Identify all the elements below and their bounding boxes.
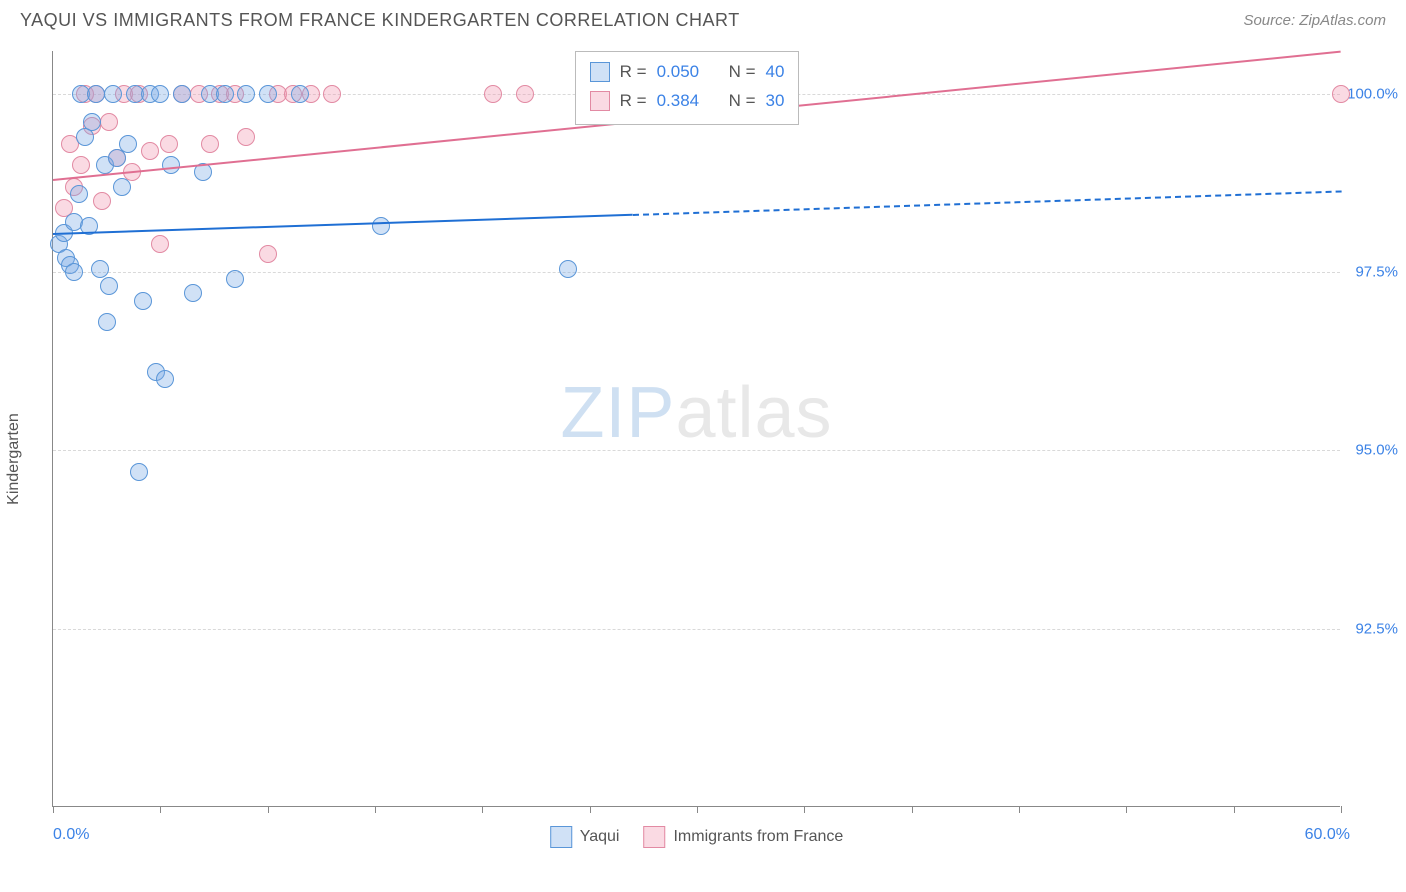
- stat-swatch-france: [590, 91, 610, 111]
- point-france: [1332, 85, 1350, 103]
- point-yaqui: [98, 313, 116, 331]
- xtick: [590, 806, 591, 813]
- xtick: [53, 806, 54, 813]
- point-yaqui: [184, 284, 202, 302]
- point-yaqui: [119, 135, 137, 153]
- header-bar: YAQUI VS IMMIGRANTS FROM FRANCE KINDERGA…: [0, 0, 1406, 39]
- point-yaqui: [100, 277, 118, 295]
- point-yaqui: [237, 85, 255, 103]
- legend-label-france: Immigrants from France: [673, 828, 843, 846]
- watermark-zip: ZIP: [560, 373, 675, 453]
- watermark: ZIPatlas: [560, 372, 832, 454]
- xtick: [160, 806, 161, 813]
- point-france: [516, 85, 534, 103]
- stat-n-value-yaqui: 40: [766, 58, 785, 87]
- bottom-legend: Yaqui Immigrants from France: [550, 826, 844, 848]
- point-france: [100, 113, 118, 131]
- xtick: [804, 806, 805, 813]
- point-yaqui: [226, 270, 244, 288]
- gridline-h: [53, 629, 1340, 630]
- stat-swatch-yaqui: [590, 62, 610, 82]
- stat-n-label: N =: [729, 58, 756, 87]
- point-france: [201, 135, 219, 153]
- xtick: [1234, 806, 1235, 813]
- ytick-label: 100.0%: [1347, 85, 1398, 102]
- point-france: [93, 192, 111, 210]
- point-france: [323, 85, 341, 103]
- xtick: [482, 806, 483, 813]
- legend-swatch-france: [643, 826, 665, 848]
- y-axis-label: Kindergarten: [5, 413, 23, 505]
- xtick: [1341, 806, 1342, 813]
- point-yaqui: [162, 156, 180, 174]
- point-yaqui: [216, 85, 234, 103]
- point-yaqui: [113, 178, 131, 196]
- point-yaqui: [559, 260, 577, 278]
- point-yaqui: [372, 217, 390, 235]
- legend-swatch-yaqui: [550, 826, 572, 848]
- point-yaqui: [83, 113, 101, 131]
- xtick: [1019, 806, 1020, 813]
- stat-r-label: R =: [620, 87, 647, 116]
- xtick: [697, 806, 698, 813]
- stat-row-france: R = 0.384 N = 30: [590, 87, 785, 116]
- point-yaqui: [130, 463, 148, 481]
- point-yaqui: [259, 85, 277, 103]
- ytick-label: 92.5%: [1355, 620, 1398, 637]
- xtick: [375, 806, 376, 813]
- legend-item-yaqui: Yaqui: [550, 826, 620, 848]
- chart-title: YAQUI VS IMMIGRANTS FROM FRANCE KINDERGA…: [20, 10, 740, 31]
- stat-row-yaqui: R = 0.050 N = 40: [590, 58, 785, 87]
- point-yaqui: [291, 85, 309, 103]
- stat-r-value-france: 0.384: [657, 87, 719, 116]
- source-credit: Source: ZipAtlas.com: [1243, 12, 1386, 29]
- xtick: [268, 806, 269, 813]
- xlabel-max: 60.0%: [1305, 826, 1350, 844]
- point-france: [237, 128, 255, 146]
- ytick-label: 97.5%: [1355, 264, 1398, 281]
- trendline-yaqui: [53, 214, 633, 235]
- point-yaqui: [156, 370, 174, 388]
- point-yaqui: [173, 85, 191, 103]
- point-yaqui: [65, 263, 83, 281]
- gridline-h: [53, 272, 1340, 273]
- watermark-atlas: atlas: [675, 373, 832, 453]
- stat-r-label: R =: [620, 58, 647, 87]
- point-yaqui: [151, 85, 169, 103]
- plot-area: ZIPatlas Yaqui Immigrants from France 10…: [52, 51, 1340, 807]
- point-yaqui: [91, 260, 109, 278]
- legend-item-france: Immigrants from France: [643, 826, 843, 848]
- point-yaqui: [70, 185, 88, 203]
- legend-label-yaqui: Yaqui: [580, 828, 620, 846]
- point-france: [72, 156, 90, 174]
- point-france: [151, 235, 169, 253]
- stat-n-value-france: 30: [766, 87, 785, 116]
- gridline-h: [53, 450, 1340, 451]
- ytick-label: 95.0%: [1355, 442, 1398, 459]
- xtick: [912, 806, 913, 813]
- stat-r-value-yaqui: 0.050: [657, 58, 719, 87]
- point-france: [259, 245, 277, 263]
- xtick: [1126, 806, 1127, 813]
- point-france: [484, 85, 502, 103]
- point-yaqui: [104, 85, 122, 103]
- stat-box: R = 0.050 N = 40 R = 0.384 N = 30: [575, 51, 800, 125]
- point-yaqui: [87, 85, 105, 103]
- point-yaqui: [134, 292, 152, 310]
- point-france: [160, 135, 178, 153]
- stat-n-label: N =: [729, 87, 756, 116]
- point-france: [141, 142, 159, 160]
- trendline-yaqui-dashed: [633, 190, 1341, 216]
- xlabel-min: 0.0%: [53, 826, 89, 844]
- chart-container: Kindergarten ZIPatlas Yaqui Immigrants f…: [0, 39, 1406, 879]
